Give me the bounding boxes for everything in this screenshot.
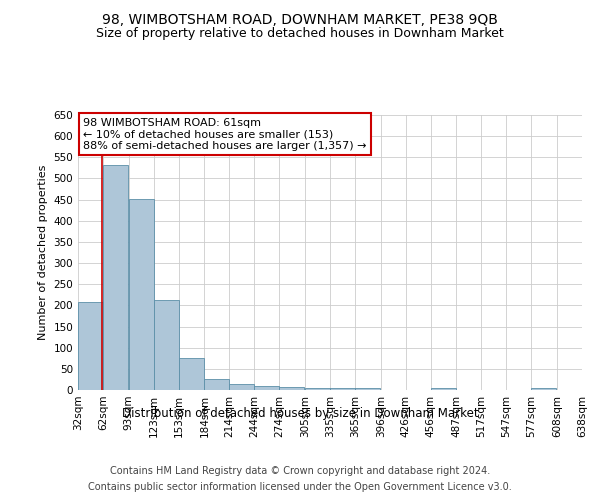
- Bar: [330, 388, 355, 390]
- Bar: [431, 388, 455, 390]
- Bar: [205, 380, 229, 390]
- Text: 98, WIMBOTSHAM ROAD, DOWNHAM MARKET, PE38 9QB: 98, WIMBOTSHAM ROAD, DOWNHAM MARKET, PE3…: [102, 12, 498, 26]
- Bar: [254, 386, 279, 390]
- Bar: [355, 388, 380, 390]
- Y-axis label: Number of detached properties: Number of detached properties: [38, 165, 48, 340]
- Bar: [305, 388, 330, 390]
- Text: Distribution of detached houses by size in Downham Market: Distribution of detached houses by size …: [122, 408, 478, 420]
- Bar: [103, 164, 128, 390]
- Text: Contains HM Land Registry data © Crown copyright and database right 2024.: Contains HM Land Registry data © Crown c…: [110, 466, 490, 476]
- Text: 98 WIMBOTSHAM ROAD: 61sqm
← 10% of detached houses are smaller (153)
88% of semi: 98 WIMBOTSHAM ROAD: 61sqm ← 10% of detac…: [83, 118, 367, 151]
- Bar: [229, 384, 254, 390]
- Bar: [531, 388, 556, 390]
- Bar: [154, 300, 179, 390]
- Bar: [179, 358, 203, 390]
- Bar: [78, 302, 103, 390]
- Text: Size of property relative to detached houses in Downham Market: Size of property relative to detached ho…: [96, 28, 504, 40]
- Bar: [129, 199, 154, 390]
- Text: Contains public sector information licensed under the Open Government Licence v3: Contains public sector information licen…: [88, 482, 512, 492]
- Bar: [279, 388, 304, 390]
